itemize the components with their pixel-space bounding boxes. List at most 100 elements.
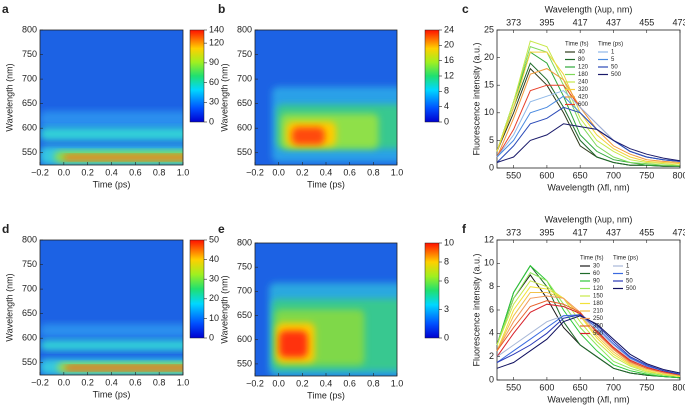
x-tick-label: 0.8 bbox=[367, 167, 380, 177]
x-tick-label: 0.8 bbox=[367, 378, 380, 388]
legend-label: 500 bbox=[626, 286, 637, 292]
y-tick-label: 550 bbox=[237, 147, 252, 157]
legend-label: 5 bbox=[626, 271, 630, 277]
y-tick-label: 600 bbox=[22, 123, 37, 133]
x-tick-label: 600 bbox=[539, 382, 554, 392]
x-tick-label: 1.0 bbox=[177, 167, 190, 177]
panel-label: a bbox=[2, 2, 9, 16]
colorbar-tick-label: 10 bbox=[444, 237, 454, 247]
y-tick-label: 750 bbox=[237, 262, 252, 272]
heatmap-feature bbox=[62, 154, 183, 161]
x-tick-label: 0.6 bbox=[343, 167, 356, 177]
top-tick-label: 455 bbox=[639, 227, 654, 237]
x-tick-label: −0.2 bbox=[246, 167, 264, 177]
series-line bbox=[496, 106, 681, 163]
panel-label: c bbox=[462, 2, 469, 16]
series-line bbox=[496, 264, 681, 379]
y-axis-label: Wavelength (nm) bbox=[4, 63, 14, 131]
legend-label: 300 bbox=[593, 324, 604, 330]
series-line bbox=[496, 286, 681, 377]
colorbar-tick-label: 30 bbox=[209, 274, 219, 284]
heatmap-feature bbox=[64, 365, 183, 371]
y-tick-label: 650 bbox=[22, 98, 37, 108]
series-line bbox=[496, 90, 681, 162]
x-axis-label: Wavelength (λfl, nm) bbox=[547, 182, 629, 192]
y-tick-label: 800 bbox=[237, 237, 252, 247]
y-tick-label: 700 bbox=[22, 283, 37, 293]
colorbar-tick-label: 60 bbox=[209, 77, 219, 87]
y-tick-label: 800 bbox=[22, 24, 37, 34]
panel-label: f bbox=[462, 222, 467, 236]
y-axis-label: Wavelength (nm) bbox=[4, 273, 14, 341]
legend-label: 180 bbox=[593, 301, 604, 307]
series-line bbox=[496, 303, 681, 375]
y-tick-label: 10 bbox=[484, 258, 494, 268]
x-tick-label: 0.4 bbox=[105, 167, 118, 177]
x-tick-label: 650 bbox=[573, 170, 588, 180]
panel-label: d bbox=[2, 222, 9, 236]
heatmap-feature bbox=[291, 127, 325, 145]
legend-label: 210 bbox=[593, 309, 604, 315]
legend-label: 1 bbox=[626, 264, 630, 270]
x-tick-label: 0.4 bbox=[320, 167, 333, 177]
x-tick-label: −0.2 bbox=[246, 378, 264, 388]
colorbar-tick-label: 50 bbox=[209, 234, 219, 244]
legend-label: 120 bbox=[578, 65, 589, 71]
y-tick-label: 800 bbox=[237, 24, 252, 34]
y-tick-label: 5 bbox=[489, 135, 494, 145]
series-line bbox=[496, 68, 681, 163]
colorbar-tick-label: 4 bbox=[444, 101, 449, 111]
y-tick-label: 6 bbox=[489, 304, 494, 314]
x-tick-label: −0.2 bbox=[31, 167, 49, 177]
y-axis-label: Fluorescence intensity (a.u.) bbox=[471, 253, 481, 366]
x-tick-label: 0.2 bbox=[296, 167, 309, 177]
top-tick-label: 373 bbox=[506, 227, 521, 237]
y-tick-label: 20 bbox=[484, 52, 494, 62]
colorbar-tick-label: 0 bbox=[209, 116, 214, 126]
series-line bbox=[496, 280, 681, 377]
y-tick-label: 750 bbox=[237, 49, 252, 59]
x-tick-label: 1.0 bbox=[177, 377, 190, 387]
y-tick-label: 2 bbox=[489, 351, 494, 361]
colorbar-tick-label: 10 bbox=[209, 313, 219, 323]
colorbar-tick-label: 0 bbox=[444, 332, 449, 342]
y-tick-label: 0 bbox=[489, 162, 494, 172]
colorbar-tick-label: 6 bbox=[444, 275, 449, 285]
colorbar-tick-label: 20 bbox=[444, 40, 454, 50]
legend-label: 50 bbox=[626, 279, 633, 285]
colorbar-tick-label: 40 bbox=[209, 254, 219, 264]
y-axis-label: Fluorescence intensity (a.u.) bbox=[471, 42, 481, 155]
x-tick-label: 650 bbox=[573, 382, 588, 392]
x-tick-label: 0.0 bbox=[272, 167, 285, 177]
colorbar-tick-label: 8 bbox=[444, 256, 449, 266]
top-tick-label: 473 bbox=[672, 227, 685, 237]
x-tick-label: 0.0 bbox=[272, 378, 285, 388]
x-tick-label: 0.4 bbox=[320, 378, 333, 388]
heatmap-feature bbox=[279, 330, 308, 358]
y-tick-label: 750 bbox=[22, 259, 37, 269]
x-tick-label: 1.0 bbox=[391, 378, 404, 388]
y-tick-label: 600 bbox=[22, 333, 37, 343]
y-tick-label: 600 bbox=[237, 123, 252, 133]
top-tick-label: 437 bbox=[606, 227, 621, 237]
x-axis-label: Time (ps) bbox=[307, 179, 345, 189]
y-tick-label: 550 bbox=[22, 147, 37, 157]
x-tick-label: 800 bbox=[672, 170, 685, 180]
x-tick-label: 800 bbox=[672, 382, 685, 392]
x-tick-label: 600 bbox=[539, 170, 554, 180]
y-tick-label: 750 bbox=[22, 49, 37, 59]
series-line bbox=[496, 315, 681, 374]
colorbar bbox=[424, 29, 440, 123]
legend-label: 40 bbox=[578, 50, 585, 56]
y-axis-label: Wavelength (nm) bbox=[219, 63, 229, 131]
x-tick-label: 750 bbox=[639, 170, 654, 180]
y-tick-label: 700 bbox=[237, 73, 252, 83]
y-tick-label: 550 bbox=[237, 358, 252, 368]
x-tick-label: 0.8 bbox=[153, 167, 166, 177]
x-tick-label: 700 bbox=[606, 382, 621, 392]
x-tick-label: 0.8 bbox=[153, 377, 166, 387]
y-tick-label: 12 bbox=[484, 234, 494, 244]
colorbar-tick-label: 12 bbox=[444, 70, 454, 80]
x-tick-label: 550 bbox=[506, 170, 521, 180]
